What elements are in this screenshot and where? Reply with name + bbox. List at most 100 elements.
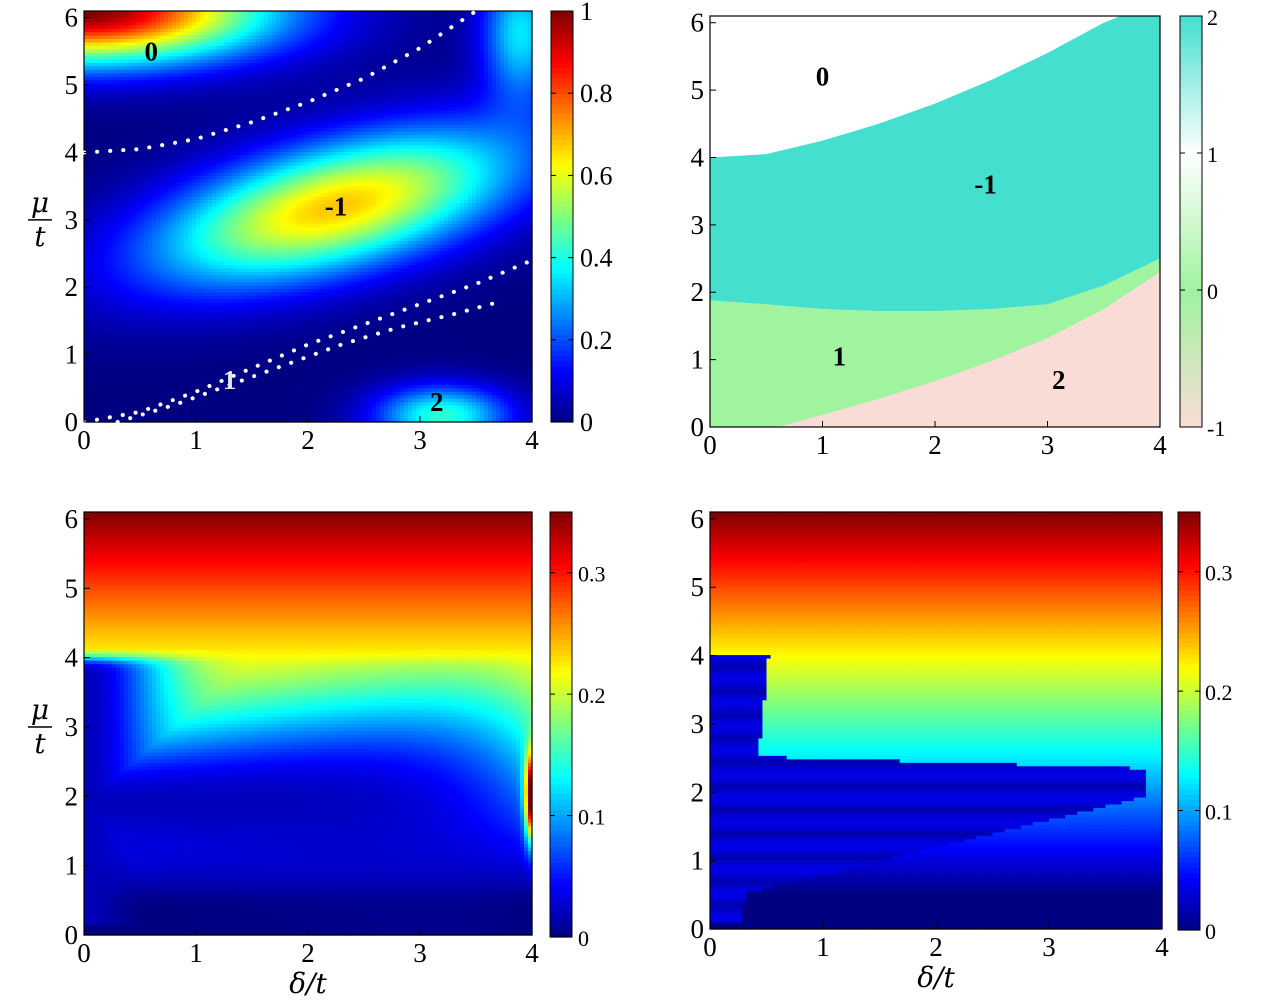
heatmap-cell [484, 395, 489, 399]
heatmap-cell [352, 391, 357, 395]
heatmap-cell [168, 412, 173, 416]
heatmap-cell [372, 401, 377, 405]
heatmap-cell [284, 398, 289, 402]
heatmap-cell [216, 401, 221, 405]
heatmap-cell [480, 391, 485, 395]
heatmap-cell [332, 415, 337, 419]
heatmap-cell [116, 398, 121, 402]
heatmap-cell [336, 391, 341, 395]
heatmap-cell [292, 401, 297, 405]
heatmap-cell [140, 401, 145, 405]
heatmap-cell [332, 398, 337, 402]
heatmap-cell [160, 412, 165, 416]
heatmap-cell [120, 405, 125, 409]
heatmap-cell [256, 395, 261, 399]
heatmap-cell [356, 412, 361, 416]
heatmap-cell [272, 412, 277, 416]
heatmap-cell [228, 412, 233, 416]
heatmap-cell [456, 398, 461, 402]
heatmap-cell [196, 412, 201, 416]
heatmap-cell [260, 408, 265, 412]
heatmap-cell [248, 408, 253, 412]
heatmap-cell [200, 408, 205, 412]
heatmap-cell [164, 395, 169, 399]
heatmap-cell [392, 395, 397, 399]
heatmap-cell [284, 395, 289, 399]
heatmap-cell [104, 401, 109, 405]
heatmap-cell [96, 395, 101, 399]
heatmap-cell [340, 408, 345, 412]
heatmap-cell [292, 405, 297, 409]
heatmap-cell [280, 415, 285, 419]
heatmap-cell [492, 408, 497, 412]
heatmap-cell [360, 408, 365, 412]
heatmap-cell [404, 391, 409, 395]
heatmap-cell [380, 391, 385, 395]
heatmap-cell [424, 395, 429, 399]
heatmap-cell [184, 398, 189, 402]
heatmap-cell [464, 398, 469, 402]
heatmap-cell [408, 395, 413, 399]
heatmap-cell [452, 405, 457, 409]
heatmap-cell [336, 405, 341, 409]
heatmap-cell [308, 401, 313, 405]
heatmap-cell [204, 408, 209, 412]
heatmap-cell [208, 395, 213, 399]
heatmap-cell [320, 415, 325, 419]
heatmap-cell [284, 408, 289, 412]
heatmap-cell [520, 412, 525, 416]
heatmap-cell [340, 401, 345, 405]
heatmap-cell [308, 391, 313, 395]
heatmap-cell [484, 398, 489, 402]
heatmap-cell [128, 412, 133, 416]
heatmap-cell [308, 398, 313, 402]
heatmap-cell [148, 401, 153, 405]
heatmap-cell [260, 395, 265, 399]
heatmap-cell [204, 398, 209, 402]
heatmap-cell [324, 408, 329, 412]
heatmap-cell [224, 401, 229, 405]
heatmap-cell [148, 395, 153, 399]
heatmap-cell [456, 391, 461, 395]
heatmap-cell [232, 415, 237, 419]
heatmap-cell [444, 412, 449, 416]
heatmap-cell [496, 412, 501, 416]
heatmap-cell [88, 405, 93, 409]
heatmap-cell [460, 408, 465, 412]
heatmap-cell [212, 401, 217, 405]
heatmap-cell [304, 398, 309, 402]
heatmap-cell [264, 401, 269, 405]
heatmap-cell [364, 415, 369, 419]
heatmap-cell [176, 408, 181, 412]
heatmap-cell [464, 395, 469, 399]
heatmap-cell [368, 395, 373, 399]
heatmap-cell [108, 408, 113, 412]
heatmap-cell [228, 401, 233, 405]
heatmap-cell [108, 405, 113, 409]
heatmap-cell [128, 391, 133, 395]
heatmap-cell [376, 412, 381, 416]
heatmap-cell [188, 391, 193, 395]
heatmap-cell [476, 415, 481, 419]
heatmap-cell [484, 408, 489, 412]
heatmap-cell [344, 415, 349, 419]
heatmap-cell [84, 412, 89, 416]
heatmap-cell [372, 395, 377, 399]
heatmap-cell [152, 398, 157, 402]
heatmap-cell [188, 405, 193, 409]
heatmap-cell [136, 401, 141, 405]
heatmap-cell [520, 415, 525, 419]
heatmap-cell [220, 412, 225, 416]
heatmap-cell [236, 415, 241, 419]
heatmap-cell [488, 391, 493, 395]
heatmap-cell [220, 405, 225, 409]
heatmap-cell [388, 405, 393, 409]
heatmap-cell [348, 391, 353, 395]
heatmap-cell [316, 398, 321, 402]
heatmap-cell [316, 412, 321, 416]
heatmap-cell [444, 401, 449, 405]
heatmap-cell [332, 412, 337, 416]
heatmap-cell [280, 391, 285, 395]
heatmap-cell [256, 398, 261, 402]
heatmap-cell [272, 408, 277, 412]
